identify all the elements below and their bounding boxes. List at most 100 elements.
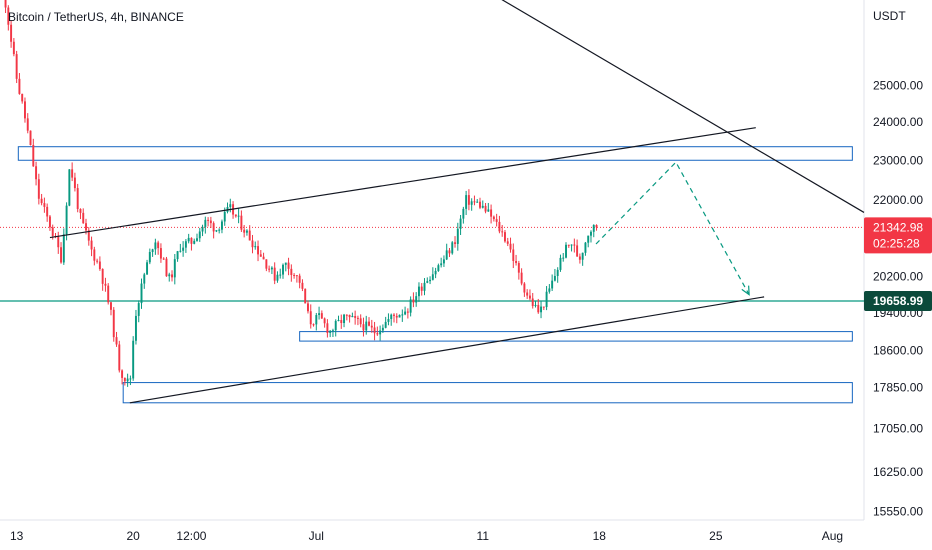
candle-body bbox=[576, 245, 579, 257]
candle-body bbox=[10, 24, 13, 42]
candle-body bbox=[107, 285, 110, 303]
candle-body bbox=[520, 272, 523, 284]
candle-body bbox=[248, 230, 251, 241]
candle-body bbox=[212, 223, 215, 232]
candle-body bbox=[556, 269, 559, 276]
candle-body bbox=[348, 314, 351, 318]
candle-body bbox=[68, 169, 71, 206]
candle-body bbox=[462, 208, 465, 219]
candle-body bbox=[334, 320, 337, 331]
candle-body bbox=[126, 378, 129, 382]
candle-body bbox=[162, 258, 165, 260]
candle-body bbox=[537, 304, 540, 313]
candle-body bbox=[381, 327, 384, 331]
candle-body bbox=[259, 254, 262, 257]
candle-body bbox=[223, 211, 226, 222]
candle-body bbox=[76, 188, 79, 209]
candle-body bbox=[562, 257, 565, 259]
candle-body bbox=[112, 309, 115, 338]
candle-body bbox=[423, 282, 426, 291]
candle-body bbox=[171, 274, 173, 278]
candle-body bbox=[134, 315, 137, 341]
candle-body bbox=[48, 216, 51, 228]
candle-body bbox=[123, 377, 126, 382]
candle-body bbox=[387, 319, 390, 322]
candle-body bbox=[71, 169, 74, 178]
chart-title: Bitcoin / TetherUS, 4h, BINANCE bbox=[8, 10, 184, 24]
candle-body bbox=[51, 227, 54, 236]
candle-body bbox=[351, 315, 354, 318]
candle-body bbox=[570, 244, 573, 246]
candle-body bbox=[148, 252, 151, 263]
candle-body bbox=[104, 283, 107, 286]
candle-body bbox=[165, 258, 168, 277]
candle-body bbox=[132, 340, 135, 379]
candle-body bbox=[21, 93, 24, 102]
candle-body bbox=[584, 242, 587, 253]
candle-body bbox=[298, 275, 301, 283]
candle-body bbox=[373, 327, 376, 334]
candle-body bbox=[257, 246, 260, 255]
candle-body bbox=[168, 274, 171, 277]
candle-body bbox=[448, 250, 451, 254]
candle-body bbox=[40, 198, 43, 204]
level-price-tag bbox=[864, 291, 932, 312]
candle-body bbox=[420, 286, 423, 291]
candle-body bbox=[176, 251, 179, 260]
candle-body bbox=[273, 267, 276, 281]
candle-body bbox=[118, 344, 121, 371]
candle-body bbox=[592, 225, 595, 232]
trend-line bbox=[49, 127, 756, 239]
candle-body bbox=[121, 370, 124, 378]
candle-body bbox=[528, 295, 531, 299]
x-tick-label: 12:00 bbox=[176, 529, 206, 543]
candle-body bbox=[523, 283, 526, 293]
candle-body bbox=[154, 242, 157, 250]
candle-body bbox=[426, 281, 429, 283]
candle-body bbox=[184, 241, 187, 248]
candle-body bbox=[215, 230, 218, 232]
y-tick-label: 16250.00 bbox=[873, 465, 923, 479]
candle-body bbox=[376, 333, 379, 335]
candle-body bbox=[243, 229, 246, 233]
candle-body bbox=[356, 317, 359, 319]
level-price-label: 19658.99 bbox=[873, 294, 923, 308]
candle-body bbox=[93, 249, 96, 261]
candle-body bbox=[567, 244, 570, 246]
candle-body bbox=[37, 179, 40, 199]
candle-body bbox=[287, 262, 290, 269]
candle-body bbox=[395, 315, 398, 318]
candle-body bbox=[43, 203, 46, 207]
candle-body bbox=[531, 298, 534, 307]
y-tick-label: 17050.00 bbox=[873, 422, 923, 436]
candle-body bbox=[465, 195, 468, 209]
candle-body bbox=[548, 288, 551, 292]
candle-body bbox=[46, 206, 49, 217]
candle-body bbox=[526, 292, 529, 296]
candle-body bbox=[284, 262, 287, 265]
candle-body bbox=[251, 240, 254, 248]
candle-body bbox=[18, 78, 21, 94]
candle-body bbox=[245, 230, 248, 233]
candle-body bbox=[409, 299, 412, 313]
candle-body bbox=[220, 221, 223, 230]
candle-body bbox=[362, 324, 365, 331]
candle-body bbox=[85, 223, 87, 231]
x-tick-label: 13 bbox=[10, 529, 24, 543]
y-tick-label: 23000.00 bbox=[873, 153, 923, 167]
candle-body bbox=[143, 274, 146, 284]
candle-body bbox=[401, 314, 404, 316]
candle-body bbox=[320, 313, 323, 319]
candle-body bbox=[7, 7, 10, 25]
candle-body bbox=[204, 219, 207, 227]
candle-body bbox=[157, 242, 160, 249]
candle-body bbox=[359, 318, 362, 325]
candle-body bbox=[490, 209, 493, 217]
candle-body bbox=[581, 252, 584, 260]
range-box bbox=[299, 331, 853, 342]
y-tick-label: 25000.00 bbox=[873, 78, 923, 92]
candle-body bbox=[345, 314, 348, 316]
x-tick-label: 18 bbox=[593, 529, 607, 543]
candle-body bbox=[159, 248, 162, 259]
